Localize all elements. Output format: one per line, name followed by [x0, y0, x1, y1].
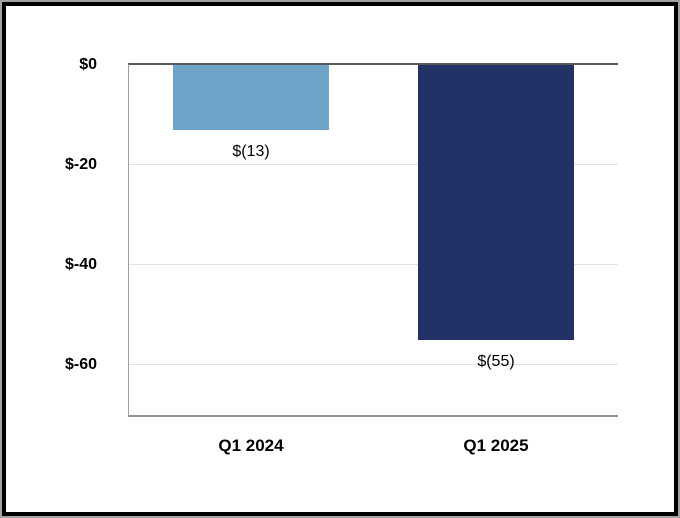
- x-category-label-q1-2024: Q1 2024: [218, 436, 284, 455]
- gridline--20: [129, 164, 618, 165]
- plot-area: $(13) $(55): [128, 63, 618, 417]
- y-tick-label--40: $-40: [64, 256, 97, 273]
- bar-value-label: $(55): [477, 353, 515, 370]
- y-tick-label-0: $0: [79, 56, 97, 73]
- y-tick-label--60: $-60: [64, 356, 97, 373]
- gridline--60: [129, 364, 618, 365]
- bar-q1-2025: [418, 65, 574, 340]
- y-tick-label--20: $-20: [64, 156, 97, 173]
- gridline--40: [129, 264, 618, 265]
- x-category-label-q1-2025: Q1 2025: [463, 436, 529, 455]
- bar-q1-2024: [173, 65, 329, 130]
- bar-value-label: $(13): [232, 143, 270, 160]
